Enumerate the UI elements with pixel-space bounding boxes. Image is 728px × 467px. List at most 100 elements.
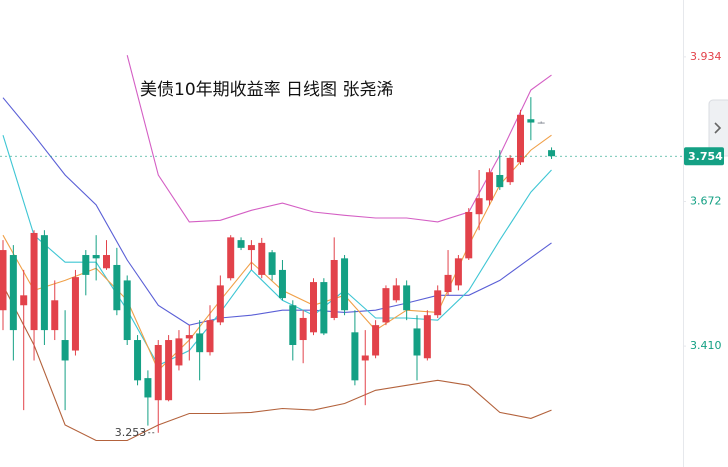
indicator-line	[2, 285, 552, 442]
candle	[320, 278, 328, 336]
candle	[444, 250, 452, 296]
y-tick-label: 3.672	[690, 194, 722, 207]
candle	[372, 320, 380, 359]
candle-body	[351, 332, 359, 381]
candle	[278, 259, 286, 301]
candle-body	[134, 340, 142, 381]
candle	[0, 240, 7, 331]
candle	[548, 147, 556, 159]
candle-body	[278, 269, 286, 299]
candle	[9, 245, 17, 361]
candle-body	[196, 333, 204, 353]
candle	[299, 310, 307, 364]
candle	[465, 208, 473, 260]
candle-body	[113, 264, 121, 311]
candle	[82, 250, 90, 296]
candle-body	[413, 328, 421, 356]
candle-body	[517, 114, 524, 163]
candle-body	[382, 288, 390, 323]
candle	[506, 155, 514, 185]
candle	[413, 315, 421, 381]
candle-body	[330, 259, 338, 318]
candle-body	[123, 280, 131, 341]
candle-body	[454, 258, 462, 286]
candle	[206, 305, 214, 356]
candle-body	[392, 285, 400, 301]
candle	[382, 285, 390, 326]
candle	[185, 325, 193, 361]
candle	[517, 109, 524, 166]
candle-body	[40, 235, 48, 331]
candle-body	[61, 340, 69, 361]
candle	[475, 170, 483, 231]
y-tick-label: 3.410	[690, 339, 722, 352]
candle	[51, 280, 59, 341]
candle	[341, 255, 349, 316]
candle	[71, 269, 79, 356]
candle-body	[103, 255, 110, 269]
candle	[247, 240, 255, 270]
indicator-line	[2, 97, 552, 326]
candle-body	[341, 258, 349, 311]
candle	[392, 278, 400, 303]
candle-body	[423, 315, 431, 359]
candle-body	[82, 255, 90, 275]
candle	[289, 300, 297, 361]
last-price-label: 3.754	[688, 150, 723, 163]
candle	[175, 330, 183, 371]
candle	[268, 250, 276, 281]
chevron-icon[interactable]	[714, 122, 722, 134]
candle-body	[465, 211, 473, 259]
candle-body	[434, 290, 442, 316]
candle	[310, 278, 317, 336]
candle-body	[310, 282, 317, 333]
candle-body	[268, 252, 276, 275]
last-price-box	[684, 147, 724, 166]
candle	[134, 335, 142, 386]
candle-body	[247, 245, 255, 251]
candle	[454, 255, 462, 291]
candle-body	[537, 122, 545, 124]
candle-body	[258, 242, 266, 275]
chart-title: 美债10年期收益率 日线图 张尧浠	[140, 80, 393, 100]
candle	[403, 280, 411, 321]
candle	[434, 285, 442, 318]
candle-body	[227, 237, 235, 279]
candle	[92, 235, 100, 281]
candle	[154, 340, 162, 433]
candle-body	[475, 198, 483, 215]
candle	[196, 320, 204, 381]
candle-body	[372, 325, 380, 356]
candle-body	[206, 320, 214, 353]
candle-body	[403, 285, 411, 311]
candle-body	[237, 240, 245, 248]
min-label: 3.253	[115, 426, 147, 439]
candle	[537, 121, 545, 124]
candle-body	[320, 282, 328, 334]
candle-body	[144, 378, 152, 398]
candle	[423, 310, 431, 361]
candle	[258, 237, 266, 279]
candle-body	[51, 300, 59, 331]
candle-body	[154, 345, 162, 401]
candle-body	[71, 277, 79, 351]
candle	[103, 240, 110, 270]
candle-body	[485, 172, 493, 201]
candle-body	[20, 295, 28, 306]
candle-body	[185, 335, 193, 339]
candle	[330, 237, 338, 321]
candle-body	[0, 250, 7, 311]
candle	[113, 247, 121, 316]
candle	[361, 330, 369, 406]
candle-body	[216, 285, 224, 323]
candle	[144, 370, 152, 426]
candle	[216, 275, 224, 326]
candle	[237, 237, 245, 251]
candle-body	[165, 340, 173, 401]
candle	[496, 150, 504, 190]
candle-body	[496, 174, 504, 188]
candle	[40, 230, 48, 346]
candle-body	[299, 317, 307, 341]
y-tick-label: 3.934	[690, 50, 722, 63]
candle	[61, 310, 69, 411]
